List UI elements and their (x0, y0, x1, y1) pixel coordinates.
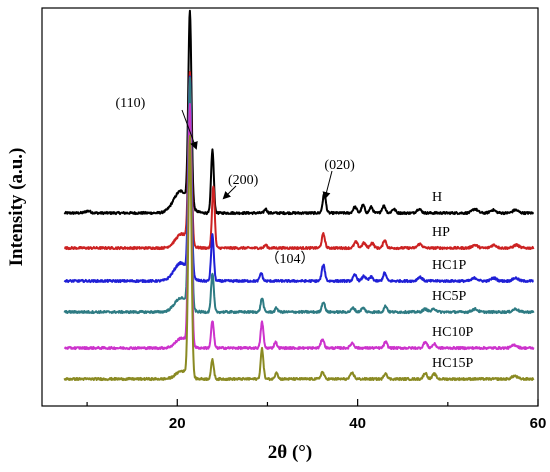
peak-annotation: (200) (228, 173, 259, 188)
peak-annotation: (020) (324, 158, 355, 173)
x-tick-label: 60 (530, 415, 547, 432)
series-label-hc10p: HC10P (432, 325, 473, 340)
series-label-h: H (432, 190, 442, 205)
plot-frame (41, 7, 539, 407)
series-label-hp: HP (432, 225, 450, 240)
annotations-layer: (110) (200) (020) （104） (115, 96, 355, 267)
series-line-hc15p (63, 135, 535, 382)
series-label-hc15p: HC15P (432, 356, 473, 371)
x-axis-title: 2θ (°) (268, 442, 312, 463)
annotation-arrow (222, 185, 237, 200)
peak-annotation: (110) (115, 96, 145, 111)
series-layer (63, 9, 535, 382)
series-line-hc10p (63, 103, 535, 351)
series-line-h (63, 9, 535, 216)
x-ticks: 20 40 60 (86, 399, 547, 432)
series-line-hc5p (63, 76, 535, 315)
x-tick-label: 40 (349, 415, 366, 432)
series-line-hc1p (63, 75, 535, 284)
annotation-arrow (181, 109, 198, 150)
series-label-hc1p: HC1P (432, 258, 466, 273)
series-line-hp (63, 70, 535, 251)
annotation-arrow (322, 170, 333, 200)
y-axis-title: Intensity (a.u.) (6, 148, 27, 267)
x-tick-label: 20 (169, 415, 186, 432)
series-labels: H HP HC1P HC5P HC10P HC15P (432, 190, 473, 371)
peak-annotation: （104） (266, 251, 315, 267)
series-label-hc5p: HC5P (432, 289, 466, 304)
